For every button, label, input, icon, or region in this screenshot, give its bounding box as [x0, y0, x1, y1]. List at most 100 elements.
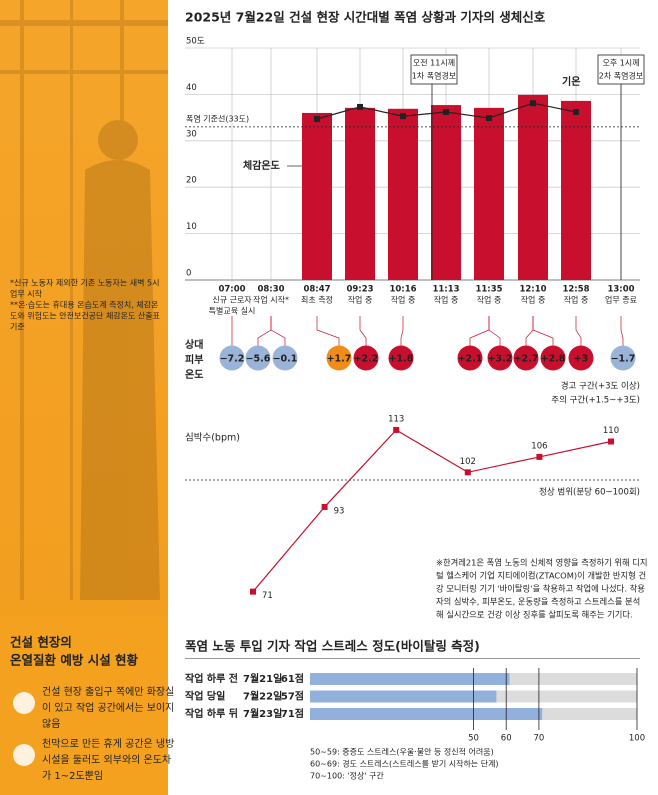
note: 60~69: 경도 스트레스(스트레스를 받기 시작하는 단계): [310, 759, 499, 769]
chart-title: 2025년 7월22일 건설 현장 시간대별 폭염 상황과 기자의 생체신호: [185, 10, 546, 25]
category-note: 작업 중: [521, 295, 546, 305]
dot-label: +2.8: [541, 354, 566, 365]
bar: [561, 100, 591, 280]
dot-label: −0.1: [273, 354, 298, 365]
line-marker: [250, 588, 256, 595]
skin-dot: [245, 345, 271, 371]
date-label: 7월23일: [243, 707, 282, 720]
skin-dot: [326, 345, 352, 371]
dot-label: −7.2: [220, 354, 245, 365]
dot-title: 온도: [185, 369, 203, 381]
series-label: 체감온도: [243, 159, 280, 172]
x-tick-label: 100: [629, 734, 645, 744]
bar: [310, 708, 543, 720]
dot-label: −1.7: [611, 354, 636, 365]
annotation-text: 오후 1시께: [602, 59, 639, 68]
connector: [270, 316, 286, 346]
note: ※한겨레21은 폭염 노동의 신체적 영향을 측정하기 위해 디지: [436, 558, 648, 568]
legend-entry: 경고 구간(+3도 이상): [561, 381, 640, 392]
connector: [469, 316, 490, 346]
annotation-text: 2차 폭염경보: [599, 71, 643, 81]
connector: [316, 316, 340, 346]
note: 해 실시간으로 건강 이상 징후를 살피도록 해주는 기기다.: [436, 610, 633, 620]
line-marker: [314, 115, 320, 122]
skin-dot: [610, 345, 636, 371]
note: 50~59: 중증도 스트레스(우울·불안 등 정신적 어려움): [310, 747, 494, 757]
icon-tent: [13, 744, 35, 766]
y-tick-label: 40: [186, 83, 197, 93]
category-note: 작업 시작*: [253, 295, 289, 305]
x-tick-label: 50: [468, 734, 479, 744]
left-item: 건설 현장 출입구 쪽에만 화장실: [42, 685, 174, 698]
category-note: 작업 중: [391, 295, 416, 305]
dot-label: +1.7: [327, 354, 352, 365]
connector: [532, 316, 554, 346]
bar: [518, 94, 548, 280]
category-label: 작업 하루 뒤: [185, 707, 238, 720]
category-note: 작업 중: [564, 295, 589, 305]
skin-dot: [353, 345, 379, 371]
skin-dot: [513, 345, 539, 371]
bar: [310, 673, 510, 685]
connector: [359, 316, 367, 346]
value-label: 57점: [281, 691, 304, 703]
x-tick-label: 08:30: [257, 285, 284, 295]
left-heading: 건설 현장의: [10, 635, 72, 650]
connector: [257, 316, 272, 346]
dot-title: 피부: [185, 353, 203, 366]
dot-label: −5.6: [246, 354, 271, 365]
skin-dot: [487, 345, 513, 371]
dot-label: +3.2: [488, 354, 513, 365]
category-note: 작업 중: [477, 295, 502, 305]
x-tick-label: 13:00: [607, 285, 634, 295]
bar: [388, 108, 418, 280]
icon-toilet: [13, 692, 35, 714]
left-item: 천막으로 만든 휴게 공간은 냉방: [42, 738, 174, 750]
line-marker: [393, 426, 400, 433]
left-item: 않음: [42, 718, 60, 730]
legend-entry: 주의 구간(+1.5~+3도): [551, 395, 640, 406]
line-marker: [357, 103, 363, 110]
note: 자의 심박수, 피부온도, 운동량을 측정하고 스트레스를 분석: [436, 597, 640, 607]
value-label: 71점: [281, 708, 304, 720]
line-marker: [443, 109, 449, 116]
line-marker: [608, 438, 614, 445]
line-marker: [530, 100, 536, 107]
x-tick-label: 12:10: [519, 285, 546, 295]
bar: [345, 107, 375, 280]
skin-dot: [272, 345, 298, 371]
bar: [310, 690, 497, 703]
chart-title: 폭염 노동 투입 기자 작업 스트레스 정도(바이탈링 측정): [185, 639, 480, 654]
dot-label: +2.7: [514, 354, 539, 365]
category-label: 작업 하루 전: [185, 672, 238, 685]
annotation-box: [597, 54, 645, 85]
chart-title: 심박수(bpm): [185, 433, 240, 444]
data-label: 110: [603, 426, 619, 436]
note: 강 모니터링 기기 '바이탈링'을 착용하고 작업에 나섰다. 착용: [436, 584, 645, 594]
category-note: 업무 종료: [605, 296, 637, 305]
x-tick-label: 11:13: [432, 285, 459, 295]
bar: [431, 105, 461, 281]
connector: [620, 316, 624, 346]
category-note: 최초 측정: [301, 295, 333, 305]
data-label: 113: [388, 414, 404, 424]
reference-label: 정상 범위(분당 60~100회): [539, 487, 640, 498]
x-tick-label: 12:58: [562, 285, 589, 295]
data-label: 93: [334, 506, 345, 516]
note: 털 헬스케어 기업 지티에이컴(ZTACOM)이 개발한 반지형 건: [436, 571, 646, 581]
y-tick-label: 20: [186, 176, 197, 186]
x-tick-label: 09:23: [346, 285, 373, 295]
dot-label: +1.8: [389, 354, 414, 365]
x-tick-label: 08:47: [303, 285, 330, 295]
line-marker: [464, 469, 471, 476]
skin-dot: [568, 345, 594, 371]
dot-label: +3: [574, 354, 589, 365]
footnote: 도와 위험도는 안전보건공단 체감온도 산출표: [10, 311, 160, 321]
dot-title: 상대: [185, 338, 203, 351]
skin-dot: [388, 345, 414, 371]
skin-dot: [219, 345, 245, 371]
category-note: 작업 중: [348, 295, 373, 305]
dot-label: +2.1: [458, 354, 483, 365]
line-marker: [400, 113, 406, 120]
